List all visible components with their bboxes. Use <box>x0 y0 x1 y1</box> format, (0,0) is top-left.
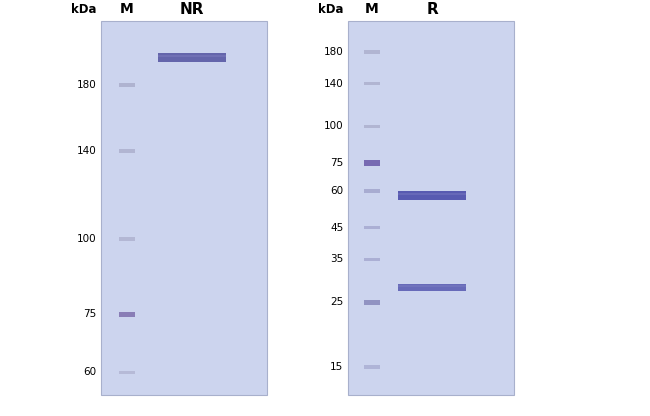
Text: 15: 15 <box>330 362 343 372</box>
Text: M: M <box>365 2 379 16</box>
Text: NR: NR <box>179 2 204 17</box>
Bar <box>398 193 467 195</box>
Bar <box>398 285 467 287</box>
Text: 100: 100 <box>77 234 96 244</box>
Bar <box>364 300 380 305</box>
Text: 180: 180 <box>324 47 343 57</box>
Bar <box>118 149 135 153</box>
Bar <box>398 191 467 200</box>
Bar <box>157 53 226 62</box>
Bar <box>364 226 380 229</box>
Bar <box>364 365 380 369</box>
Bar <box>101 21 266 395</box>
Bar <box>364 160 380 166</box>
Text: 25: 25 <box>330 297 343 307</box>
Bar <box>364 125 380 128</box>
Text: 35: 35 <box>330 255 343 265</box>
Bar <box>157 54 226 57</box>
Bar <box>364 50 380 54</box>
Text: 140: 140 <box>77 146 96 156</box>
Bar <box>118 312 135 317</box>
Text: M: M <box>120 2 134 16</box>
Bar <box>364 258 380 261</box>
Text: kDa: kDa <box>71 2 96 16</box>
Bar <box>398 284 467 291</box>
Text: 140: 140 <box>324 79 343 89</box>
Text: kDa: kDa <box>318 2 343 16</box>
Text: 60: 60 <box>83 367 96 377</box>
Bar <box>364 190 380 193</box>
Text: 60: 60 <box>330 186 343 196</box>
Text: R: R <box>426 2 438 17</box>
Text: 75: 75 <box>330 158 343 168</box>
Bar <box>118 83 135 87</box>
Text: 45: 45 <box>330 223 343 233</box>
Bar <box>118 371 135 374</box>
Text: 180: 180 <box>77 80 96 90</box>
Text: 100: 100 <box>324 121 343 131</box>
Bar <box>348 21 514 395</box>
Bar <box>364 82 380 85</box>
Bar <box>118 237 135 240</box>
Text: 75: 75 <box>83 309 96 319</box>
